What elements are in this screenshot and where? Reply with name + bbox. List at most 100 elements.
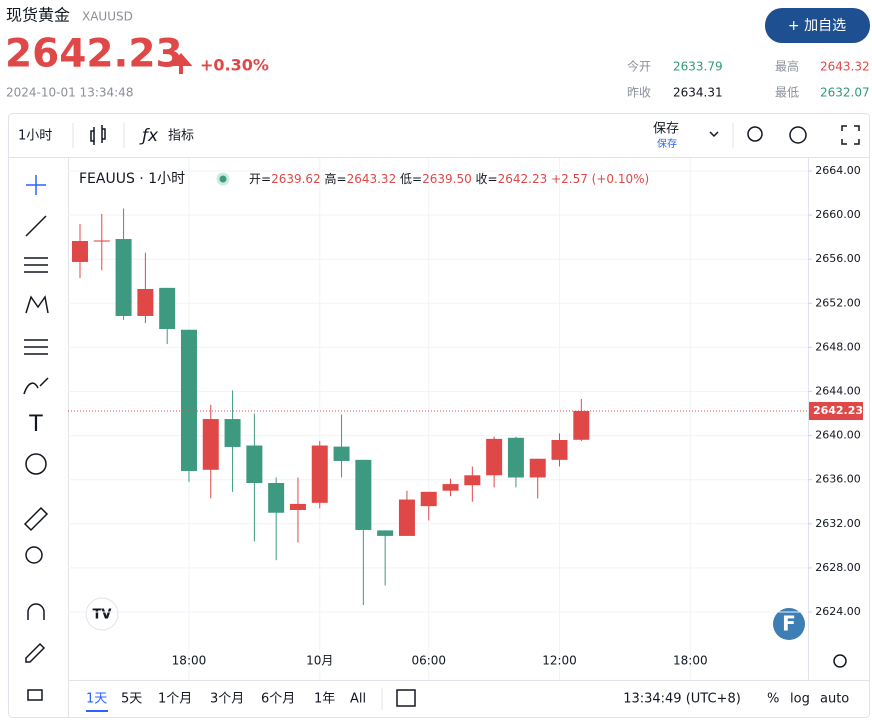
axis-settings[interactable] [833, 654, 847, 668]
price: 2642.23 [5, 32, 183, 77]
stat-label: 昨收 [627, 86, 651, 100]
y-tick-label: 2644.00 [815, 384, 861, 397]
x-tick-label: 10月 [306, 654, 333, 668]
candle-body [551, 440, 568, 460]
chart-frame [8, 113, 870, 718]
candle-body [333, 446, 350, 461]
stat-value: 2643.32 [820, 60, 870, 74]
y-tick-label: 2652.00 [815, 296, 861, 309]
candle-body [71, 241, 88, 262]
candle-body [115, 239, 132, 316]
candle-body [486, 438, 503, 476]
f-logo-mark[interactable]: F [782, 612, 796, 636]
change: +0.30% [200, 56, 269, 75]
stat-value: 2633.79 [673, 60, 723, 74]
legend: 开=2639.62 高=2643.32 低=2639.50 收=2642.23 … [249, 171, 649, 186]
stat-label: 最高 [775, 59, 799, 74]
status-dot [216, 172, 230, 186]
lock-tool[interactable] [27, 689, 43, 701]
candle-body [246, 445, 263, 483]
chart-name: FEAUUS · 1小时 [79, 171, 185, 187]
candle-body [180, 329, 197, 471]
sidebar: T [23, 175, 49, 701]
legend-label: 开= [249, 172, 271, 186]
candle-body [159, 287, 176, 329]
candle-body [573, 411, 590, 440]
add-button-label[interactable]: + 加自选 [788, 18, 846, 34]
plot: 2624.00 2628.00 2632.00 2636.00 2640.00 2644.… [68, 158, 863, 680]
tv-logo-mark[interactable]: TV [93, 608, 112, 623]
footer: 1天 5天 1个月 3个月 6个月 1年 All 13:34:49 (UTC+8… [86, 688, 849, 712]
emoji-tool[interactable] [25, 453, 47, 475]
lock-draw-tool[interactable] [25, 642, 46, 663]
ruler-tool[interactable] [23, 506, 49, 532]
candle-body [507, 437, 524, 478]
add-button[interactable] [765, 8, 870, 43]
y-tick-label: 2640.00 [815, 429, 861, 442]
candle-body [202, 419, 219, 470]
y-tick-label: 2632.00 [815, 517, 861, 530]
candle-body [377, 530, 394, 536]
range[interactable]: All [350, 692, 366, 707]
candle-body [224, 419, 241, 447]
magnet-tool[interactable] [27, 603, 45, 620]
f-logo[interactable] [773, 608, 805, 640]
candle-body [137, 288, 154, 316]
range[interactable]: 1个月 [158, 692, 192, 707]
range[interactable]: 3个月 [210, 692, 244, 707]
candle-body [289, 503, 306, 511]
calendar-icon[interactable] [396, 689, 416, 707]
candle-body [398, 499, 415, 536]
save-sub[interactable]: 保存 [657, 137, 677, 150]
zoom-tool[interactable] [25, 546, 43, 564]
option[interactable]: auto [820, 692, 849, 707]
candle-body [420, 491, 437, 507]
stat-label: 今开 [627, 59, 651, 74]
candle-body [442, 484, 459, 491]
legend-label: 高= [325, 171, 347, 186]
candle-icon[interactable] [90, 125, 106, 145]
stat-value: 2634.31 [673, 86, 723, 100]
option[interactable]: log [790, 692, 810, 707]
y-tick-label: 2636.00 [815, 473, 861, 486]
option[interactable]: % [767, 692, 779, 707]
range[interactable]: 1年 [314, 692, 335, 707]
time: 13:34:49 (UTC+8) [623, 692, 741, 707]
chevron[interactable] [709, 131, 719, 138]
candle-body [355, 459, 372, 530]
pattern-tool[interactable] [25, 295, 49, 314]
fullscreen-icon[interactable] [841, 125, 860, 145]
last-price-label: 2642.23 [813, 404, 863, 417]
y-tick-label: 2664.00 [815, 164, 861, 177]
fx-icon[interactable]: ƒx [139, 126, 159, 146]
y-tick-label: 2656.00 [815, 252, 861, 265]
text-tool[interactable]: T [28, 412, 43, 437]
tv-logo[interactable] [85, 597, 119, 631]
x-tick-label: 18:00 [673, 654, 708, 668]
x-tick-label: 06:00 [411, 654, 446, 668]
indicators[interactable]: 指标 [168, 129, 194, 144]
fib-tool[interactable] [24, 257, 48, 273]
y-tick-label: 2624.00 [815, 605, 861, 618]
range[interactable]: 6个月 [261, 692, 295, 707]
candle-body [529, 458, 546, 478]
save[interactable]: 保存 [653, 122, 679, 137]
symbol: XAUUSD [82, 10, 133, 24]
range[interactable]: 5天 [121, 692, 142, 707]
projection-tool[interactable] [24, 339, 48, 355]
x-tick-label: 18:00 [172, 654, 207, 668]
legend-value: 2639.62 [271, 172, 321, 186]
brush-tool[interactable] [23, 377, 49, 395]
legend-value: 2639.50 [422, 172, 472, 186]
settings-icon[interactable] [789, 126, 807, 144]
toolbar: 1小时 ƒx 指标 保存 保存 [18, 122, 860, 150]
legend-label: 低= [400, 172, 422, 186]
y-tick-label: 2660.00 [815, 208, 861, 221]
line-tool[interactable] [25, 215, 47, 237]
legend-value: 2643.32 [347, 172, 397, 186]
alert-icon[interactable] [747, 126, 763, 142]
interval[interactable]: 1小时 [18, 129, 52, 144]
range[interactable]: 1天 [86, 692, 107, 707]
cross-tool[interactable] [26, 175, 46, 195]
